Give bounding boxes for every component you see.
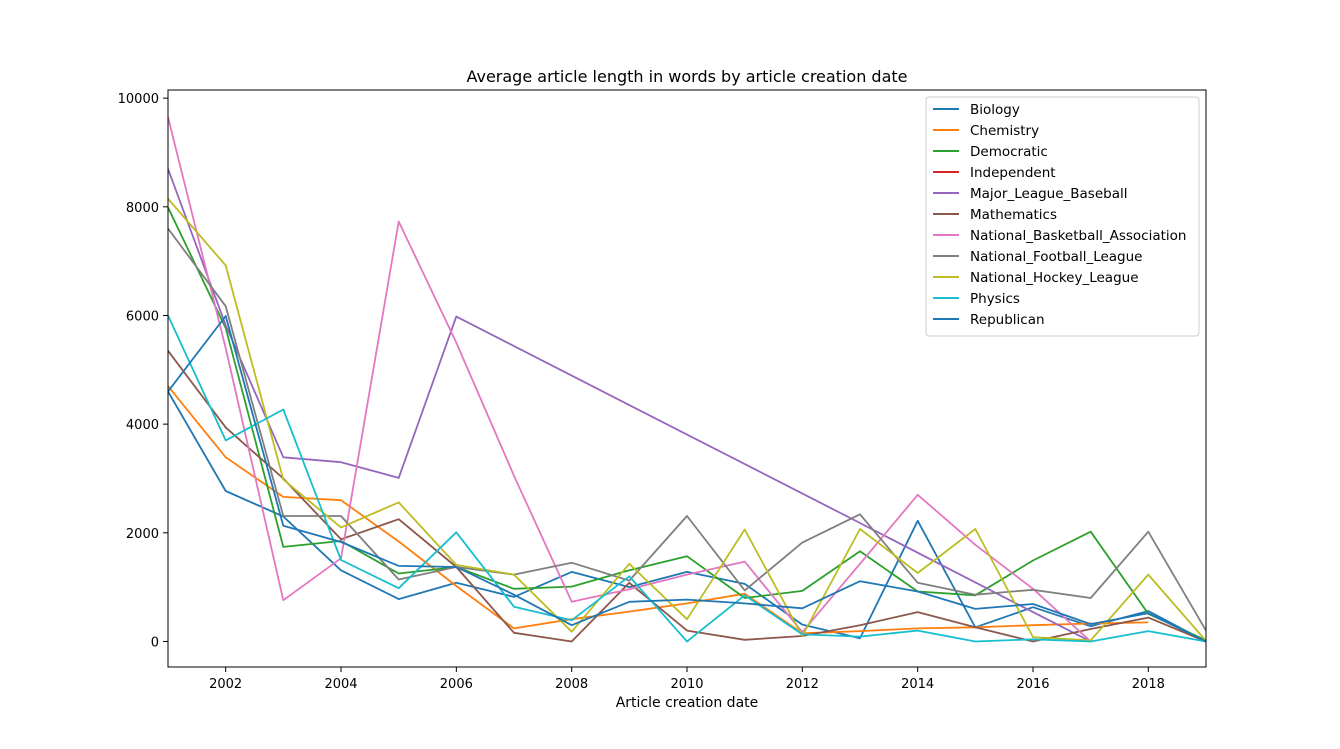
series-line-national-football-league	[168, 227, 1206, 632]
y-axis: 0 2000 4000 6000 8000 10000	[118, 92, 168, 650]
legend: Biology Chemistry Democratic Independent Maj…	[925, 96, 1200, 337]
legend-entry: National_Hockey_League	[970, 270, 1139, 286]
x-tick-label: 2014	[901, 677, 934, 692]
x-tick-label: 2018	[1132, 677, 1165, 692]
legend-box	[925, 96, 1200, 337]
y-tick-label: 6000	[126, 309, 159, 324]
x-tick-label: 2004	[324, 677, 357, 692]
legend-entry: Democratic	[970, 144, 1048, 160]
x-tick-label: 2008	[555, 677, 588, 692]
y-tick-label: 4000	[126, 418, 159, 433]
legend-entry: Republican	[970, 312, 1045, 328]
legend-entry: Major_League_Baseball	[970, 186, 1128, 202]
series-line-democratic	[168, 207, 1206, 642]
series-line-biology	[168, 391, 1206, 643]
legend-entry: National_Basketball_Association	[970, 228, 1186, 244]
legend-entry: Independent	[970, 165, 1056, 181]
legend-entry: Biology	[970, 102, 1020, 118]
x-tick-label: 2006	[440, 677, 473, 692]
y-tick-label: 10000	[118, 92, 159, 107]
series-line-national-hockey-league	[168, 198, 1206, 642]
y-tick-label: 8000	[126, 201, 159, 216]
series-layer	[168, 116, 1206, 643]
legend-entry: Chemistry	[970, 123, 1039, 139]
y-tick-label: 0	[151, 635, 159, 650]
series-line-republican	[168, 315, 1206, 643]
x-tick-label: 2012	[786, 677, 819, 692]
series-line-major-league-baseball	[168, 168, 1092, 643]
legend-entry: National_Football_League	[970, 249, 1143, 265]
series-line-national-basketball-association	[168, 116, 1092, 643]
series-line-physics	[168, 315, 1206, 643]
series-line-mathematics	[168, 350, 1206, 643]
x-tick-label: 2016	[1016, 677, 1049, 692]
x-tick-label: 2010	[670, 677, 703, 692]
legend-entry: Physics	[970, 291, 1020, 307]
x-axis-label: Article creation date	[616, 695, 759, 711]
x-tick-label: 2002	[209, 677, 242, 692]
legend-entry: Mathematics	[970, 207, 1057, 223]
y-tick-label: 2000	[126, 527, 159, 542]
chart-title: Average article length in words by artic…	[466, 67, 907, 86]
x-axis: 2002 2004 2006 2008 2010 2012 2014 2016 2018	[209, 667, 1165, 692]
